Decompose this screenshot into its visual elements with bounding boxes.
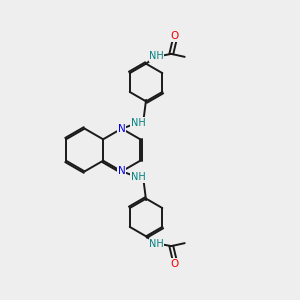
- Text: N: N: [118, 124, 126, 134]
- Text: O: O: [170, 31, 178, 41]
- Text: NH: NH: [149, 51, 164, 61]
- Text: NH: NH: [130, 172, 146, 182]
- Text: N: N: [118, 167, 126, 176]
- Text: O: O: [170, 259, 178, 269]
- Text: NH: NH: [130, 118, 146, 128]
- Text: NH: NH: [149, 239, 164, 249]
